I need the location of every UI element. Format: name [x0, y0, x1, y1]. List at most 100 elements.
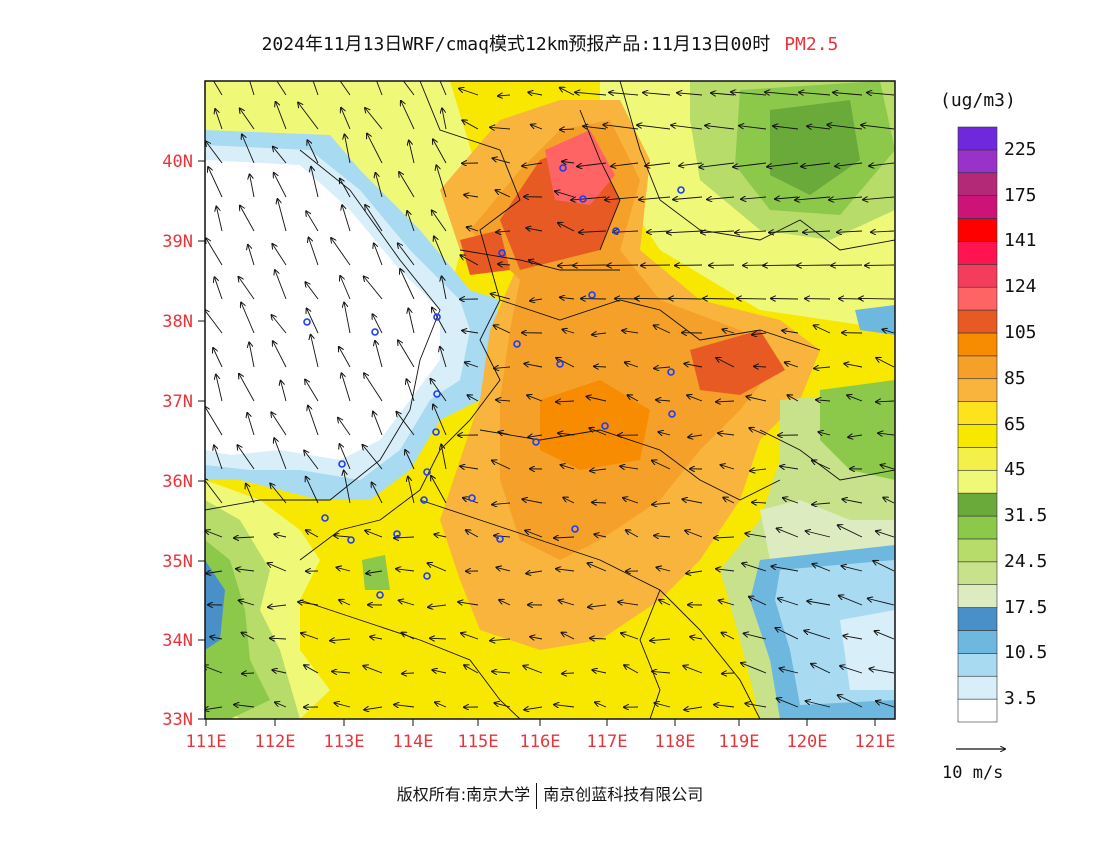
wind-vector [637, 125, 671, 130]
colorbar [957, 126, 998, 723]
wind-vector [242, 633, 255, 640]
colorbar-label: 24.5 [1004, 550, 1048, 572]
wind-vector [699, 162, 735, 167]
wind-vector [752, 502, 767, 503]
colorbar-label: 10.5 [1004, 642, 1048, 664]
wind-vector [867, 93, 895, 95]
wind-vector [236, 569, 255, 571]
wind-vector [340, 179, 351, 198]
wind-vector [625, 362, 639, 368]
colorbar-label: 31.5 [1004, 505, 1048, 527]
wind-vector [205, 666, 223, 674]
city-marker [667, 368, 675, 376]
city-marker [601, 422, 609, 430]
wind-vector [588, 605, 607, 607]
wind-vector [749, 428, 767, 436]
city-marker [498, 249, 506, 257]
wind-vector [530, 637, 543, 639]
wind-vector [590, 638, 607, 639]
wind-vector [490, 127, 511, 129]
wind-vector [788, 395, 799, 402]
wind-vector [876, 531, 895, 538]
wind-vector [528, 92, 543, 95]
lat-label: 34N [162, 631, 193, 651]
wind-vector [635, 298, 671, 299]
wind-vector [461, 633, 479, 640]
wind-vector [577, 162, 607, 167]
wind-vector [491, 294, 511, 300]
wind-vectors [205, 81, 895, 710]
wind-vector [607, 265, 639, 266]
wind-vector [432, 670, 447, 673]
wind-vector [621, 633, 639, 640]
wind-vector [838, 695, 863, 708]
wind-vector [679, 163, 703, 166]
wind-vector [458, 602, 479, 605]
wind-vector [363, 445, 383, 470]
wind-vector [571, 196, 607, 200]
wind-vector [274, 438, 287, 470]
wind-vector [430, 638, 447, 639]
wind-vector [498, 95, 511, 96]
city-marker [420, 496, 428, 504]
wind-vector [205, 707, 223, 710]
wind-vector [276, 102, 287, 130]
wind-vector [741, 197, 767, 199]
wind-vector [714, 705, 735, 707]
wind-vector [247, 413, 255, 436]
colorbar-swatch [957, 492, 998, 517]
city-markers [303, 164, 685, 599]
colorbar-swatch [957, 607, 998, 631]
wind-vector [213, 348, 223, 368]
wind-vector [703, 299, 735, 300]
wind-vector [468, 395, 479, 402]
wind-vector [205, 407, 223, 436]
wind-vector [840, 666, 863, 674]
wind-vector [592, 670, 607, 673]
wind-vector [205, 478, 223, 504]
wind-vector [205, 310, 223, 334]
colorbar-swatch [957, 126, 998, 151]
wind-vector [462, 120, 479, 130]
wind-vector [744, 633, 767, 640]
wind-vector [298, 103, 319, 130]
wind-vector [799, 92, 831, 95]
wind-vector [334, 536, 351, 537]
wind-vector [363, 666, 383, 674]
wind-vector [364, 277, 383, 300]
wind-vector [208, 167, 223, 198]
wind-vector [375, 341, 383, 368]
wind-vector [806, 531, 831, 538]
wind-vector [526, 571, 543, 574]
wind-vector [806, 701, 831, 708]
city-marker [677, 186, 685, 194]
wind-vector [402, 633, 415, 640]
wind-vector [739, 126, 767, 130]
wind-vector [496, 190, 511, 198]
wind-vector [556, 358, 575, 368]
wind-vector [306, 477, 319, 504]
footer-divider [536, 782, 538, 809]
lon-label: 118E [655, 732, 696, 752]
wind-vector [497, 567, 511, 571]
wind-vector [274, 81, 287, 96]
wind-vector [592, 333, 607, 335]
wind-vector [394, 705, 415, 707]
wind-vector [652, 461, 671, 470]
wind-vector [240, 109, 255, 130]
wind-vector [524, 364, 543, 367]
wind-vector [814, 367, 831, 368]
wind-vector [556, 569, 575, 571]
wind-vector [278, 199, 287, 232]
wind-vector [339, 81, 351, 96]
wind-vector [522, 163, 543, 166]
colorbar-swatch [957, 149, 998, 174]
wind-vector [652, 503, 671, 505]
wind-vector [776, 628, 799, 640]
wind-vector [812, 503, 831, 505]
wind-vector [827, 125, 863, 130]
wind-vector [722, 633, 735, 640]
wind-vector [555, 191, 575, 198]
wind-vector [339, 600, 351, 606]
wind-vector [274, 173, 287, 198]
